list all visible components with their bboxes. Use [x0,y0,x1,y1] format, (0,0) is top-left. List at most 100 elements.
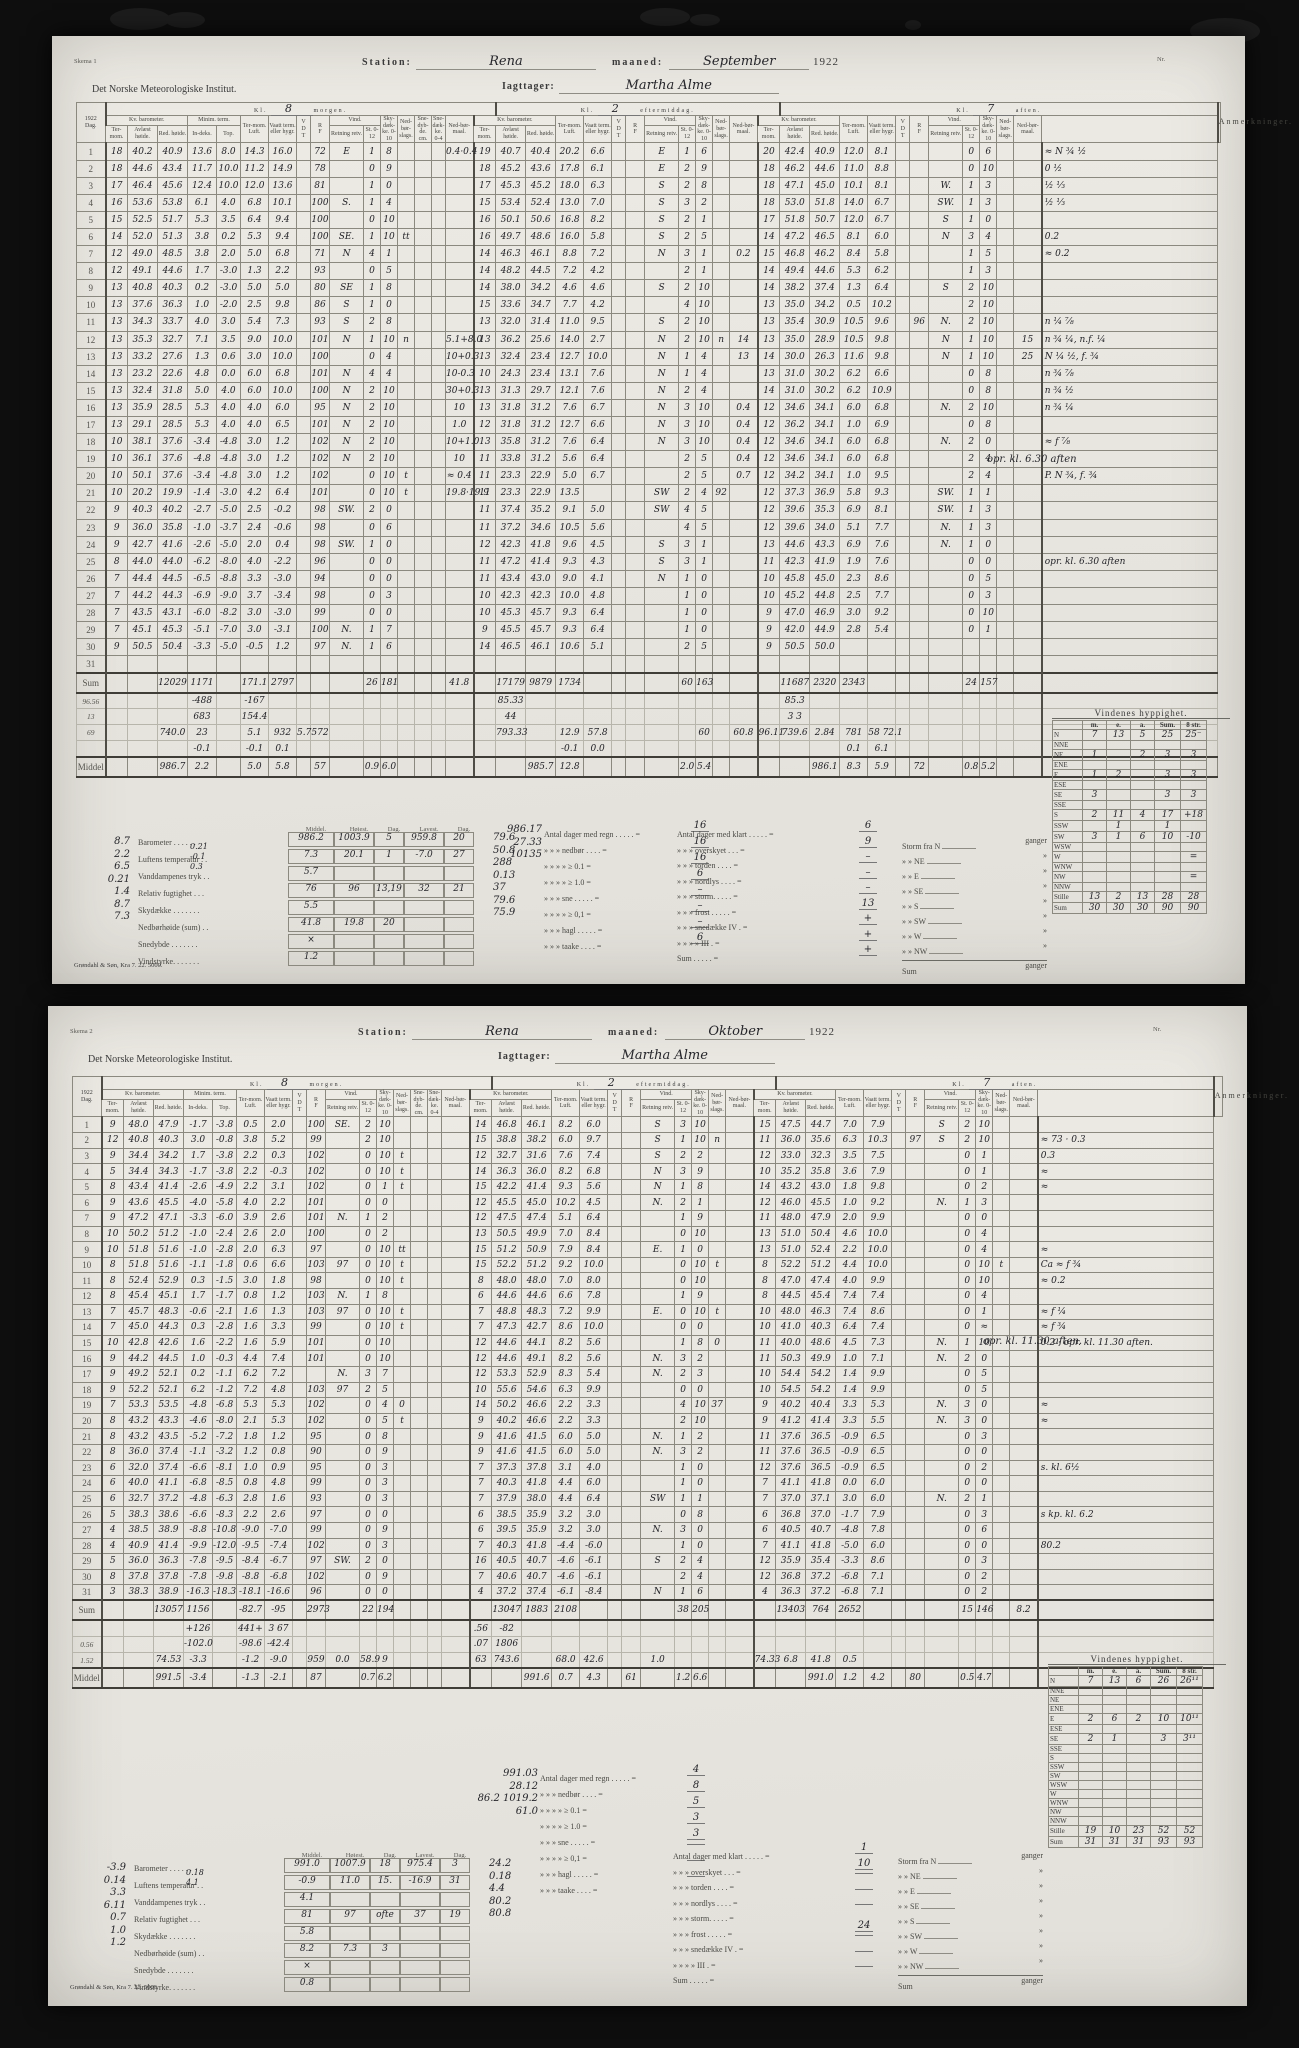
day-cell: 26 [76,569,106,588]
day-row: 8 10 50.2 51.2 -1.0 -2.4 2.6 2.0 100 0 2 13 50.5 49.9… [72,1225,1223,1243]
table-cell: 5.6 [579,1334,609,1352]
table-cell [891,1459,907,1477]
table-cell [909,415,930,435]
snedaekke-header: Sne-dæk-ke. 0-4 [427,1089,442,1118]
table-cell [621,1537,642,1555]
table-cell [414,159,432,178]
day-cell: 28 [72,1537,102,1555]
table-cell: 1 [979,484,998,503]
table-cell: 16.8 [555,210,585,229]
table-cell: 0 [958,1178,977,1196]
table-cell [729,518,759,537]
storm-dir: SE [910,1902,922,1911]
table-cell: 0 [708,1334,727,1352]
stats-value: -16.9 [400,1875,440,1890]
table-cell: 7 [104,621,128,640]
table-cell: 0 [363,262,381,281]
sub-header: Avlæst høide. [123,1098,154,1118]
table-cell [1013,569,1043,588]
table-cell: 14 [468,1116,493,1134]
table-cell [1040,671,1219,694]
table-cell [431,692,446,710]
table-cell: 97 [306,1241,326,1258]
vind-row: NNE [1052,740,1207,750]
table-cell [410,1256,428,1274]
table-cell [495,740,527,758]
table-cell: 0.8 [264,1443,293,1461]
table-cell: 15 [752,1116,777,1134]
table-cell [640,1256,676,1274]
table-cell: 10.0 [583,347,613,366]
table-cell [712,227,731,247]
table-cell [410,1412,428,1430]
table-cell: -2.6 [183,1178,213,1196]
table-cell: 36.3 [775,1584,807,1601]
table-cell: 12 [752,1553,777,1570]
table-cell [928,467,964,486]
station-value: Rena [411,1024,592,1040]
table-cell: 11.0 [555,313,585,332]
table-cell [905,1210,926,1227]
table-cell [996,313,1015,332]
table-cell: 5.0 [579,1428,609,1445]
table-cell: 6.1 [867,740,897,758]
table-cell: 50.1 [127,467,158,486]
table-cell: 0 [359,1303,377,1321]
table-cell: 1 [363,193,381,212]
table-cell: opr. kl. 6.30 aften [1040,552,1219,571]
table-cell [441,1412,470,1430]
table-cell: 7.4 [835,1288,865,1305]
table-cell: 2 [691,1147,710,1165]
table-cell: 13 [756,330,781,349]
vind-dir: NNE [1048,1686,1079,1696]
table-cell: 41.4 [153,1178,184,1196]
table-cell [292,1272,307,1289]
table-cell: 11 [752,1443,777,1461]
table-cell: 10 [975,1116,994,1134]
table-cell: 1 [674,1132,693,1149]
table-cell: -6.8 [835,1584,865,1601]
table-cell: 11 [752,1428,777,1445]
table-cell: -4.6 [551,1568,581,1586]
table-cell [292,1256,307,1274]
table-cell [678,740,697,758]
table-cell [393,1459,411,1477]
table-cell: 194 [376,1599,394,1622]
table-cell [712,518,731,537]
day-cell: 29 [76,621,106,640]
table-cell: 47.1 [153,1210,184,1227]
table-cell: 6.7 [867,210,897,229]
table-cell [895,159,911,178]
table-cell: 10 [100,1241,124,1258]
table-cell: 45.8 [779,569,811,588]
table-cell: 7 [468,1568,493,1586]
table-cell [625,227,646,247]
table-cell [445,279,474,298]
table-cell: -7.2 [212,1428,237,1445]
sub-header: Ter-mom. [468,1098,493,1118]
table-cell: -4.8 [187,450,217,469]
table-cell: 4 [695,484,714,503]
vind-value: 2 [1126,1713,1151,1725]
table-cell: 3 3 [779,708,811,726]
table-cell [292,1334,307,1352]
table-cell: 10 [380,227,398,247]
table-cell: 52.0 [127,227,158,247]
table-cell: 25.6 [525,330,557,349]
vind-value: 3 [1180,789,1207,801]
table-cell: 10 [100,1334,124,1352]
table-cell [712,433,731,452]
table-cell: 5 [100,1163,124,1180]
table-cell [611,433,627,452]
table-cell [895,621,911,640]
table-cell: 0 [674,1272,693,1289]
table-cell: 1.3 [187,347,217,366]
table-cell [909,621,930,640]
stats-row: Vanddampenes tryk . . 4.1 [134,1892,544,1908]
maaned-value: September [669,54,810,70]
table-cell: 16 [468,1553,493,1570]
table-cell: 41.4 [153,1537,184,1555]
table-cell: 12 [468,1334,493,1352]
table-cell [905,1636,926,1653]
table-cell: 2 [958,1116,977,1134]
